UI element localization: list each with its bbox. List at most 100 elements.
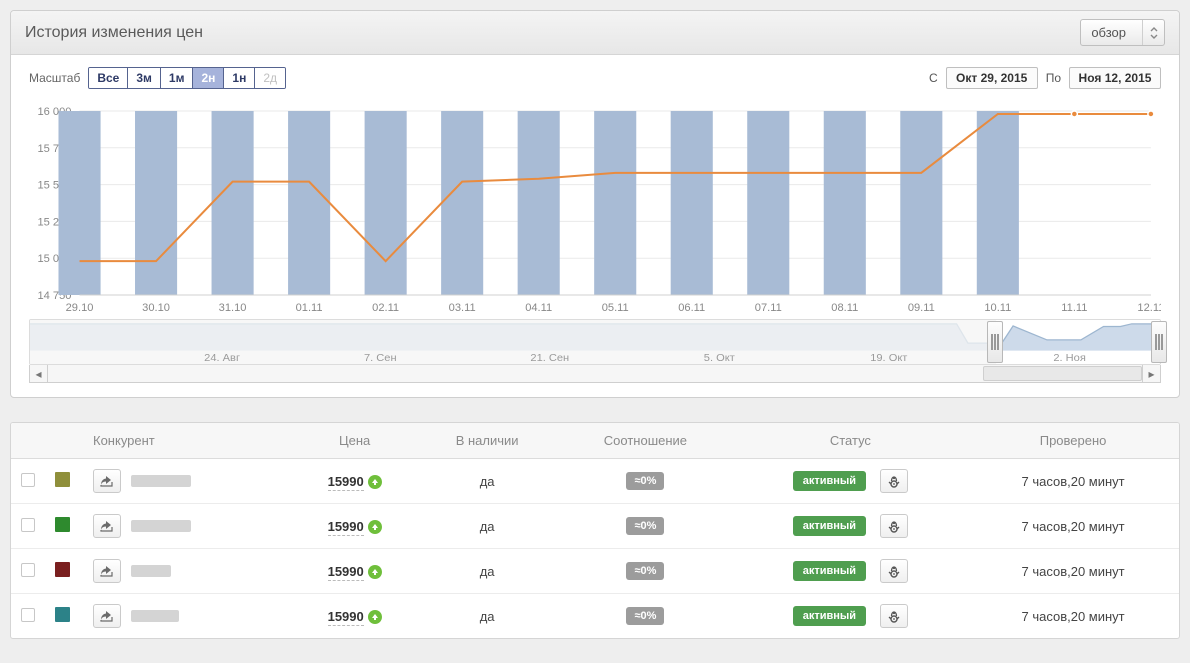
date-to-input[interactable]: Ноя 12, 2015	[1069, 67, 1161, 89]
arrow-up-icon	[368, 610, 382, 624]
panel-body: Масштаб Все3м1м2н1н2д С Окт 29, 2015 По …	[11, 55, 1179, 397]
competitor-name-redacted	[131, 475, 191, 487]
col-swatch	[45, 423, 79, 459]
zoom-button-3м[interactable]: 3м	[128, 68, 161, 88]
svg-text:11.11: 11.11	[1061, 302, 1087, 314]
zoom-button-2н[interactable]: 2н	[193, 68, 224, 88]
stock-value: да	[417, 459, 557, 504]
accessibility-button[interactable]	[880, 604, 908, 628]
svg-text:19. Окт: 19. Окт	[870, 352, 907, 364]
date-from-input[interactable]: Окт 29, 2015	[946, 67, 1038, 89]
accessibility-button[interactable]	[880, 469, 908, 493]
svg-text:24. Авг: 24. Авг	[204, 352, 240, 364]
row-checkbox[interactable]	[21, 563, 35, 577]
overview-label: обзор	[1081, 20, 1136, 45]
table-row: 15990 да ≈0% активный 7 часов,20 минут	[11, 504, 1179, 549]
open-link-button[interactable]	[93, 514, 121, 538]
svg-text:01.11: 01.11	[296, 302, 323, 314]
scroll-left-arrow[interactable]: ◂	[30, 365, 48, 382]
panel-header: История изменения цен обзор	[11, 11, 1179, 55]
zoom-button-group: Все3м1м2н1н2д	[88, 67, 286, 89]
svg-text:10.11: 10.11	[984, 302, 1011, 314]
checked-value: 7 часов,20 минут	[967, 549, 1179, 594]
chevron-updown-icon	[1142, 20, 1164, 45]
col-stock: В наличии	[417, 423, 557, 459]
date-to-label: По	[1046, 71, 1061, 85]
table-row: 15990 да ≈0% активный 7 часов,20 минут	[11, 549, 1179, 594]
scroll-track[interactable]	[48, 365, 1142, 382]
row-checkbox[interactable]	[21, 518, 35, 532]
svg-text:5. Окт: 5. Окт	[704, 352, 735, 364]
competitor-name-redacted	[131, 565, 171, 577]
open-link-button[interactable]	[93, 469, 121, 493]
svg-text:06.11: 06.11	[678, 302, 705, 314]
svg-text:04.11: 04.11	[525, 302, 552, 314]
status-badge: активный	[793, 606, 866, 626]
svg-text:21. Сен: 21. Сен	[530, 352, 569, 364]
accessibility-button[interactable]	[880, 514, 908, 538]
checked-value: 7 часов,20 минут	[967, 594, 1179, 639]
navigator-handle-right[interactable]	[1151, 321, 1167, 363]
col-checkbox	[11, 423, 45, 459]
accessibility-button[interactable]	[880, 559, 908, 583]
price-value[interactable]: 15990	[328, 609, 364, 626]
competitors-table: Конкурент Цена В наличии Соотношение Ста…	[10, 422, 1180, 639]
navigator-handle-left[interactable]	[987, 321, 1003, 363]
svg-text:09.11: 09.11	[908, 302, 935, 314]
table-row: 15990 да ≈0% активный 7 часов,20 минут	[11, 459, 1179, 504]
color-swatch	[55, 562, 70, 577]
color-swatch	[55, 517, 70, 532]
svg-text:05.11: 05.11	[602, 302, 629, 314]
col-price: Цена	[292, 423, 417, 459]
checked-value: 7 часов,20 минут	[967, 459, 1179, 504]
svg-text:07.11: 07.11	[755, 302, 782, 314]
svg-text:7. Сен: 7. Сен	[364, 352, 397, 364]
price-value[interactable]: 15990	[328, 474, 364, 491]
price-history-panel: История изменения цен обзор Масштаб Все3…	[10, 10, 1180, 398]
navigator-scrollbar[interactable]: ◂ ▸	[29, 365, 1161, 383]
col-competitor: Конкурент	[79, 423, 292, 459]
ratio-badge: ≈0%	[626, 472, 664, 490]
stock-value: да	[417, 594, 557, 639]
date-range: С Окт 29, 2015 По Ноя 12, 2015	[929, 67, 1161, 89]
status-badge: активный	[793, 516, 866, 536]
arrow-up-icon	[368, 475, 382, 489]
zoom-controls: Масштаб Все3м1м2н1н2д	[29, 67, 286, 89]
svg-text:02.11: 02.11	[372, 302, 399, 314]
overview-dropdown[interactable]: обзор	[1080, 19, 1165, 46]
panel-title: История изменения цен	[25, 24, 203, 42]
svg-text:12.11: 12.11	[1137, 302, 1161, 314]
date-from-label: С	[929, 71, 938, 85]
table-row: 15990 да ≈0% активный 7 часов,20 минут	[11, 594, 1179, 639]
svg-text:30.10: 30.10	[142, 302, 170, 314]
col-status: Статус	[734, 423, 967, 459]
scroll-thumb[interactable]	[983, 366, 1142, 381]
svg-text:08.11: 08.11	[831, 302, 858, 314]
status-badge: активный	[793, 471, 866, 491]
zoom-button-Все[interactable]: Все	[89, 68, 128, 88]
row-checkbox[interactable]	[21, 473, 35, 487]
svg-text:03.11: 03.11	[449, 302, 476, 314]
price-value[interactable]: 15990	[328, 564, 364, 581]
navigator[interactable]: 24. Авг7. Сен21. Сен5. Окт19. Окт2. Ноя …	[29, 319, 1161, 383]
price-value[interactable]: 15990	[328, 519, 364, 536]
stock-value: да	[417, 504, 557, 549]
scroll-right-arrow[interactable]: ▸	[1142, 365, 1160, 382]
col-ratio: Соотношение	[557, 423, 733, 459]
zoom-button-1м[interactable]: 1м	[161, 68, 194, 88]
ratio-badge: ≈0%	[626, 607, 664, 625]
stock-value: да	[417, 549, 557, 594]
controls-row: Масштаб Все3м1м2н1н2д С Окт 29, 2015 По …	[29, 67, 1161, 89]
status-badge: активный	[793, 561, 866, 581]
ratio-badge: ≈0%	[626, 517, 664, 535]
svg-text:2. Ноя: 2. Ноя	[1053, 352, 1086, 364]
row-checkbox[interactable]	[21, 608, 35, 622]
main-chart: 14 75015 00015 25015 50015 75016 00029.1…	[29, 107, 1161, 317]
arrow-up-icon	[368, 520, 382, 534]
color-swatch	[55, 607, 70, 622]
svg-text:29.10: 29.10	[66, 302, 94, 314]
open-link-button[interactable]	[93, 604, 121, 628]
zoom-button-1н[interactable]: 1н	[224, 68, 255, 88]
open-link-button[interactable]	[93, 559, 121, 583]
zoom-button-2д: 2д	[255, 68, 285, 88]
